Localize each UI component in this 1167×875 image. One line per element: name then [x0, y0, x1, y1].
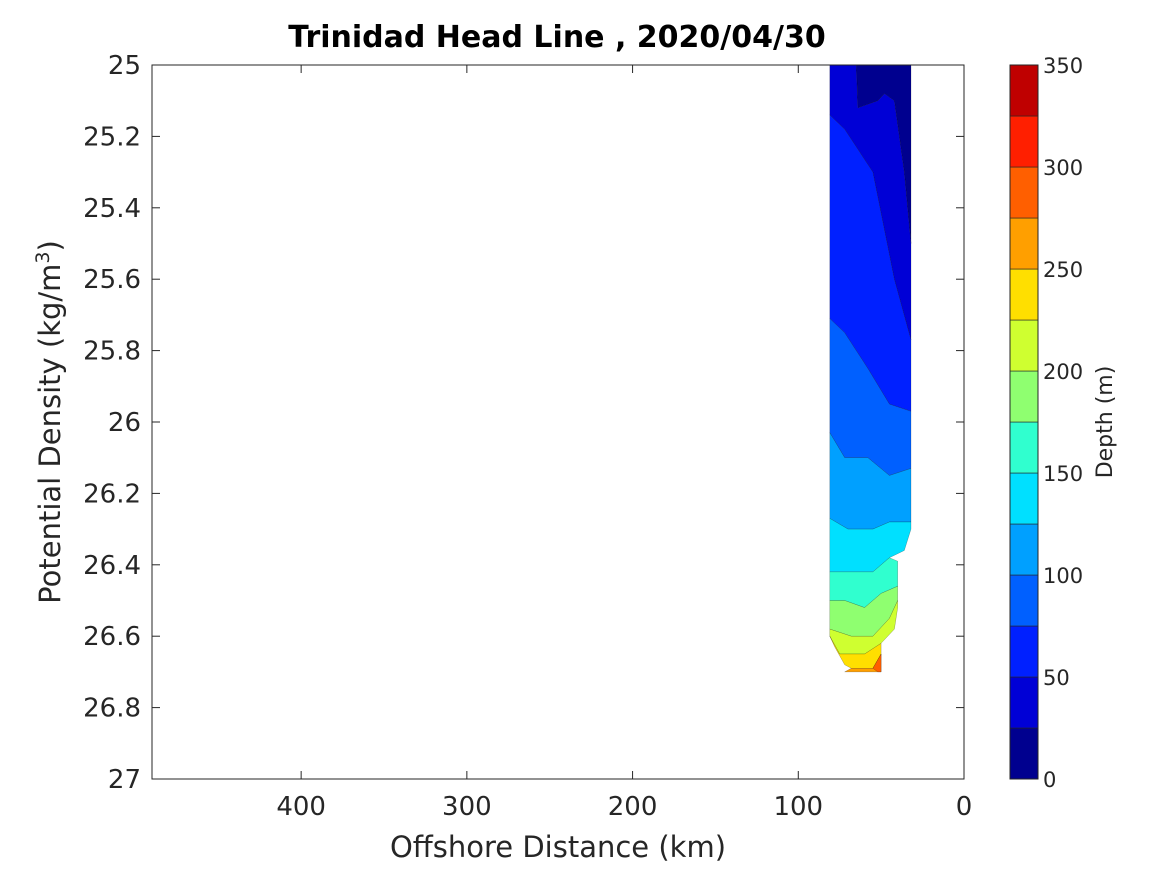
colorbar-swatches — [1009, 64, 1039, 780]
y-tick-label: 25 — [108, 51, 141, 81]
y-tick-label: 25.2 — [83, 122, 141, 152]
plot-background — [152, 65, 964, 779]
colorbar-label: Depth (m) — [1093, 366, 1118, 479]
y-tick-label: 26.8 — [83, 694, 141, 724]
contour-band-275-300 — [872, 653, 882, 673]
y-tick-label: 25.4 — [83, 194, 141, 224]
y-tick-label: 26.4 — [83, 551, 141, 581]
y-axis-label-superscript: 3 — [32, 251, 54, 263]
x-tick-label: 400 — [276, 792, 326, 822]
x-axis-ticks: 400 300 200 100 0 — [276, 65, 972, 822]
colorbar-swatch — [1009, 421, 1039, 474]
colorbar-tick-label: 0 — [1043, 768, 1056, 792]
y-tick-label: 26.6 — [83, 622, 141, 652]
x-tick-label: 100 — [773, 792, 823, 822]
colorbar-swatch — [1009, 727, 1039, 780]
colorbar-swatch — [1009, 472, 1039, 525]
x-tick-label: 300 — [442, 792, 492, 822]
chart-title: Trinidad Head Line , 2020/04/30 — [288, 20, 825, 55]
colorbar-frame — [1009, 64, 1039, 780]
y-axis-label-main: Potential Density (kg/m — [33, 264, 67, 604]
colorbar-tick-label: 100 — [1043, 564, 1083, 588]
y-tick-label: 25.6 — [83, 265, 141, 295]
colorbar-swatch — [1009, 625, 1039, 678]
colorbar-swatch — [1009, 115, 1039, 168]
y-axis-label: Potential Density (kg/m3) — [32, 240, 67, 604]
contour-band-25-50 — [829, 64, 912, 340]
colorbar-swatch — [1009, 523, 1039, 576]
colorbar-tick-label: 200 — [1043, 360, 1083, 384]
y-tick-label: 26 — [108, 408, 141, 438]
colorbar-ticks: 0 50 100 150 200 250 300 350 — [1043, 54, 1083, 792]
y-tick-label: 26.2 — [83, 479, 141, 509]
x-axis-label: Offshore Distance (km) — [390, 830, 726, 864]
x-tick-label: 0 — [956, 792, 973, 822]
y-axis-ticks: 25 25.2 25.4 25.6 25.8 26 26.2 26.4 26.6 26.8 27 — [83, 51, 964, 795]
colorbar-tick-label: 50 — [1043, 666, 1070, 690]
y-axis-label-end: ) — [33, 240, 67, 251]
y-tick-label: 25.8 — [83, 337, 141, 367]
colorbar-swatch — [1009, 676, 1039, 729]
colorbar-swatch — [1009, 574, 1039, 627]
colorbar-swatch — [1009, 370, 1039, 423]
colorbar-swatch — [1009, 268, 1039, 321]
colorbar-swatch — [1009, 319, 1039, 372]
colorbar-tick-label: 150 — [1043, 462, 1083, 486]
colorbar: 0 50 100 150 200 250 300 350 Depth (m) — [1009, 54, 1118, 792]
colorbar-tick-label: 250 — [1043, 258, 1083, 282]
y-tick-label: 27 — [108, 765, 141, 795]
colorbar-swatch — [1009, 64, 1039, 117]
colorbar-tick-label: 350 — [1043, 54, 1083, 78]
colorbar-tick-label: 300 — [1043, 156, 1083, 180]
colorbar-swatch — [1009, 166, 1039, 219]
colorbar-swatch — [1009, 217, 1039, 270]
x-tick-label: 200 — [608, 792, 658, 822]
plot-area: 400 300 200 100 0 25 25.2 25.4 25.6 25.8 26 26.2 26… — [83, 51, 972, 822]
contour-bands — [829, 64, 912, 673]
